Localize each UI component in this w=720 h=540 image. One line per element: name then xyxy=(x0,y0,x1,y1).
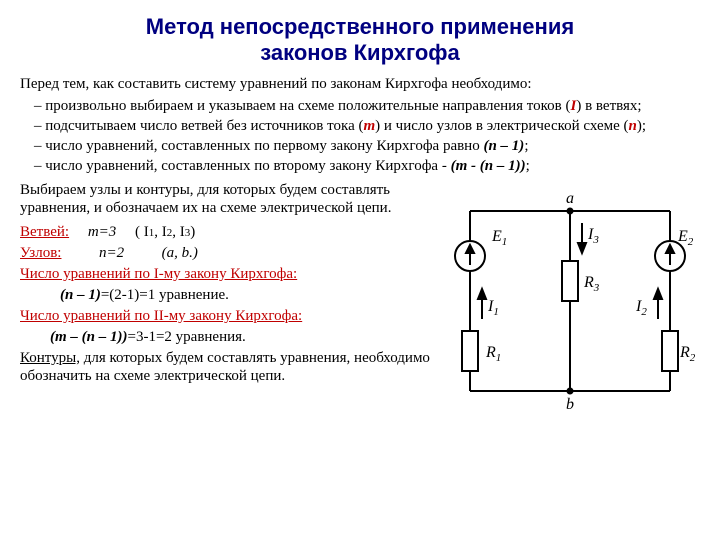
nodes-line: Узлов: n=2 (a, b.) xyxy=(20,244,430,262)
node-b-label: b xyxy=(566,396,574,413)
left-column: Выбираем узлы и контуры, для которых буд… xyxy=(20,181,440,421)
i1-label: I1 xyxy=(487,298,499,318)
lower-section: Выбираем узлы и контуры, для которых буд… xyxy=(20,181,700,421)
intro-text: Перед тем, как составить систему уравнен… xyxy=(20,75,700,93)
title-line1: Метод непосредственного применения xyxy=(146,14,574,39)
second-law-line: Число уравнений по II-му закону Кирхгофа… xyxy=(20,307,430,325)
i2-label: I2 xyxy=(635,298,647,318)
r3-label: R3 xyxy=(583,274,600,294)
i3-label: I3 xyxy=(587,226,599,246)
select-text: Выбираем узлы и контуры, для которых буд… xyxy=(20,181,430,217)
r1-label: R1 xyxy=(485,344,501,364)
title: Метод непосредственного применения закон… xyxy=(20,14,700,67)
circuit-diagram: a b E1 E2 I1 I2 I3 R1 R2 R3 xyxy=(440,181,700,421)
node-a-label: a xyxy=(566,190,574,207)
bullet-2: – подсчитываем число ветвей без источник… xyxy=(34,117,700,135)
second-law-expr: (m – (n – 1))=3-1=2 уравнения. xyxy=(50,328,430,346)
bullet-3: – число уравнений, составленных по перво… xyxy=(34,137,700,155)
bullet-4: – число уравнений, составленных по второ… xyxy=(34,157,700,175)
r2-label: R2 xyxy=(679,344,696,364)
contours-line: Контуры, для которых будем составлять ур… xyxy=(20,349,430,385)
branches-line: Ветвей: m=3 ( I1, I2, I3) xyxy=(20,223,430,241)
bullet-1: – произвольно выбираем и указываем на сх… xyxy=(34,97,700,115)
first-law-line: Число уравнений по I-му закону Кирхгофа: xyxy=(20,265,430,283)
e1-label: E1 xyxy=(491,228,507,248)
title-line2: законов Кирхгофа xyxy=(260,40,460,65)
bullet-list: – произвольно выбираем и указываем на сх… xyxy=(34,97,700,175)
first-law-expr: (n – 1)=(2-1)=1 уравнение. xyxy=(60,286,430,304)
